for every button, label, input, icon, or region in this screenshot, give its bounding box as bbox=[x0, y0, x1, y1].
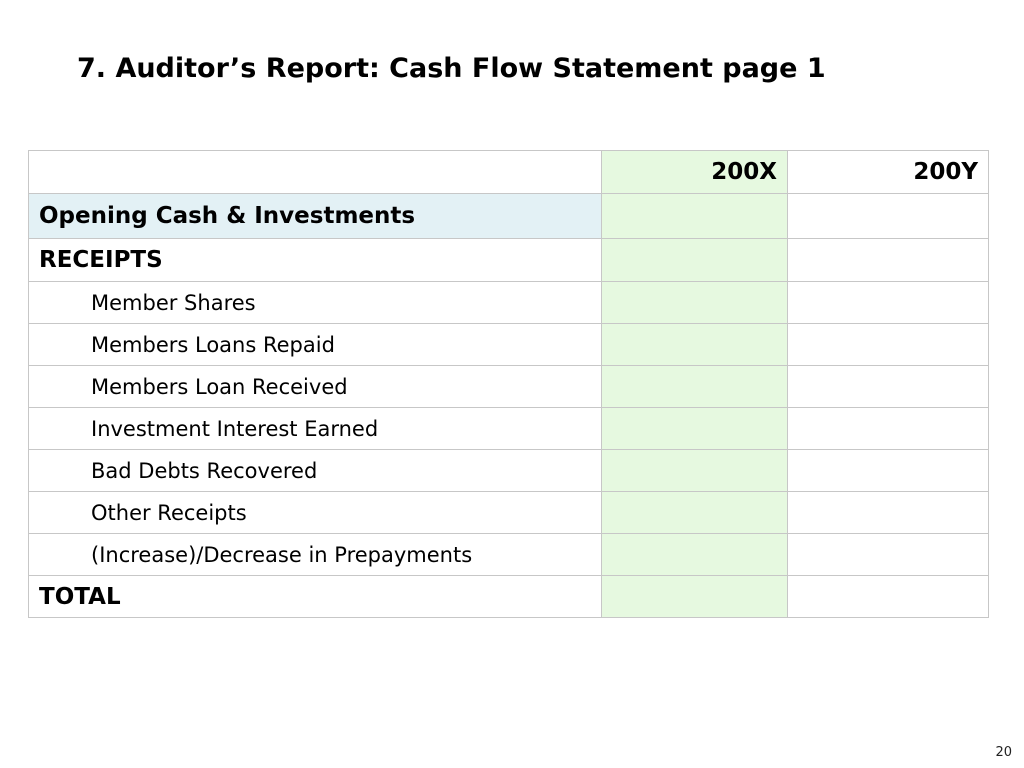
receipt-item-200y-cell bbox=[787, 449, 989, 492]
receipt-item-label: Member Shares bbox=[28, 281, 602, 324]
receipt-item-200y-cell bbox=[787, 533, 989, 576]
receipt-item-200x-cell bbox=[601, 365, 788, 408]
receipt-item-200y-cell bbox=[787, 491, 989, 534]
receipt-item-200y-cell bbox=[787, 281, 989, 324]
receipt-item-label: Members Loans Repaid bbox=[28, 323, 602, 366]
page-number: 20 bbox=[995, 745, 1012, 760]
receipt-item-200x-cell bbox=[601, 407, 788, 450]
receipt-item-label: (Increase)/Decrease in Prepayments bbox=[28, 533, 602, 576]
table-row: Members Loans Repaid bbox=[28, 323, 989, 366]
receipt-item-200x-cell bbox=[601, 491, 788, 534]
receipt-item-200x-cell bbox=[601, 281, 788, 324]
opening-cash-row: Opening Cash & Investments bbox=[28, 193, 989, 239]
receipt-item-label: Investment Interest Earned bbox=[28, 407, 602, 450]
table-row: Investment Interest Earned bbox=[28, 407, 989, 450]
receipts-heading: RECEIPTS bbox=[28, 238, 602, 282]
column-header-200y: 200Y bbox=[787, 150, 989, 194]
cash-flow-table: 200X 200Y Opening Cash & Investments REC… bbox=[28, 150, 989, 618]
table-row: Member Shares bbox=[28, 281, 989, 324]
opening-cash-label: Opening Cash & Investments bbox=[28, 193, 602, 239]
total-200x-cell bbox=[601, 575, 788, 618]
receipt-item-200x-cell bbox=[601, 533, 788, 576]
table-header-row: 200X 200Y bbox=[28, 150, 989, 194]
opening-cash-200x-cell bbox=[601, 193, 788, 239]
receipt-item-label: Bad Debts Recovered bbox=[28, 449, 602, 492]
total-label: TOTAL bbox=[28, 575, 602, 618]
receipt-item-200y-cell bbox=[787, 365, 989, 408]
receipt-item-label: Members Loan Received bbox=[28, 365, 602, 408]
table-row: Members Loan Received bbox=[28, 365, 989, 408]
table-row: (Increase)/Decrease in Prepayments bbox=[28, 533, 989, 576]
table-row: Other Receipts bbox=[28, 491, 989, 534]
total-row: TOTAL bbox=[28, 575, 989, 618]
table-row: Bad Debts Recovered bbox=[28, 449, 989, 492]
opening-cash-200y-cell bbox=[787, 193, 989, 239]
total-200y-cell bbox=[787, 575, 989, 618]
receipt-item-200y-cell bbox=[787, 323, 989, 366]
column-header-200x: 200X bbox=[601, 150, 788, 194]
slide-title: 7. Auditor’s Report: Cash Flow Statement… bbox=[77, 53, 826, 84]
receipt-item-200x-cell bbox=[601, 449, 788, 492]
receipt-item-200y-cell bbox=[787, 407, 989, 450]
receipt-item-label: Other Receipts bbox=[28, 491, 602, 534]
header-label-cell bbox=[28, 150, 602, 194]
receipts-200y-cell bbox=[787, 238, 989, 282]
receipt-item-200x-cell bbox=[601, 323, 788, 366]
receipts-heading-row: RECEIPTS bbox=[28, 238, 989, 282]
receipts-200x-cell bbox=[601, 238, 788, 282]
